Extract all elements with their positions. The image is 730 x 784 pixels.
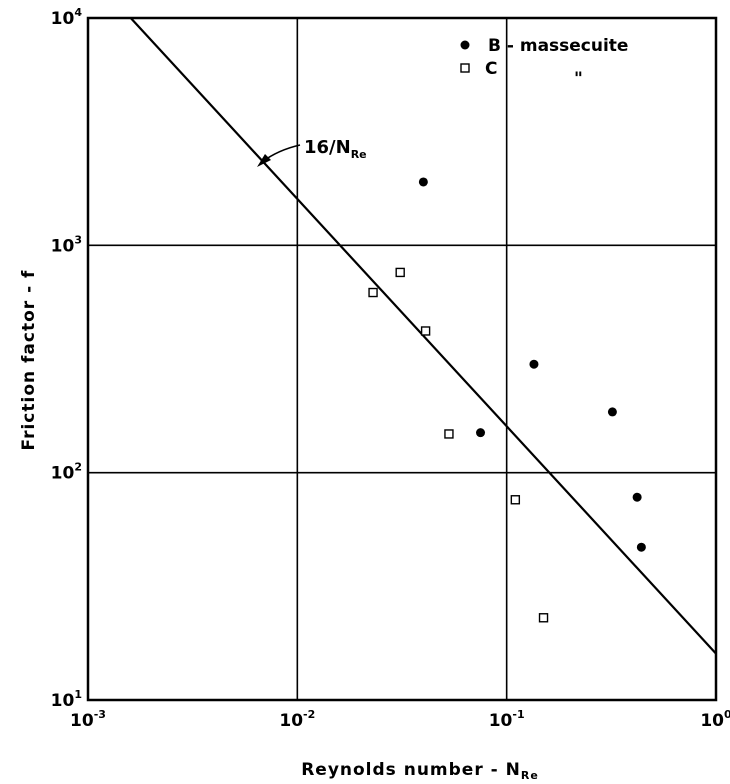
data-point-c bbox=[510, 495, 521, 505]
reference-line-group bbox=[129, 17, 717, 655]
y-tick-label: 103 bbox=[51, 233, 82, 256]
grid-lines bbox=[88, 18, 716, 700]
legend-ditto-mark: " bbox=[574, 69, 583, 89]
data-point-b-massecuite bbox=[476, 428, 486, 438]
legend-label-b-massecuite: B - massecuite bbox=[488, 36, 628, 56]
reference-line-label: 16/NRe bbox=[304, 137, 367, 161]
data-point-b-massecuite bbox=[418, 177, 428, 187]
data-point-c bbox=[395, 267, 405, 278]
legend-marker-c bbox=[460, 63, 470, 73]
x-tick-labels: 10-3 10-2 10-1 100 bbox=[70, 708, 730, 731]
data-point-c bbox=[368, 287, 378, 298]
y-tick-label: 102 bbox=[51, 461, 82, 484]
data-point-b-massecuite bbox=[636, 542, 646, 552]
data-point-c bbox=[538, 613, 549, 623]
data-points bbox=[368, 177, 646, 623]
x-tick-label: 100 bbox=[700, 708, 730, 731]
x-tick-label: 10-2 bbox=[279, 708, 315, 731]
data-point-b-massecuite bbox=[632, 492, 642, 502]
y-tick-label: 104 bbox=[51, 6, 83, 29]
data-point-c bbox=[444, 429, 454, 439]
y-axis-label: Friction factor - f bbox=[19, 270, 39, 451]
data-point-b-massecuite bbox=[607, 407, 617, 417]
annotation-arrowhead bbox=[257, 154, 271, 167]
legend-marker-b-massecuite bbox=[460, 40, 470, 50]
x-tick-label: 10-3 bbox=[70, 708, 106, 731]
y-tick-label: 101 bbox=[51, 688, 82, 711]
legend-label-c: C bbox=[485, 59, 497, 79]
legend: B - massecuite C " bbox=[460, 36, 628, 89]
reference-line-16-over-nre bbox=[129, 17, 717, 655]
y-tick-labels: 101 102 103 104 bbox=[51, 6, 83, 711]
x-tick-label: 10-1 bbox=[489, 708, 525, 731]
data-point-b-massecuite bbox=[529, 359, 539, 369]
x-axis-label: Reynolds number - NRe bbox=[301, 760, 539, 782]
reference-line-annotation: 16/NRe bbox=[257, 137, 367, 167]
data-point-c bbox=[420, 326, 431, 336]
plot-frame bbox=[86, 16, 718, 702]
